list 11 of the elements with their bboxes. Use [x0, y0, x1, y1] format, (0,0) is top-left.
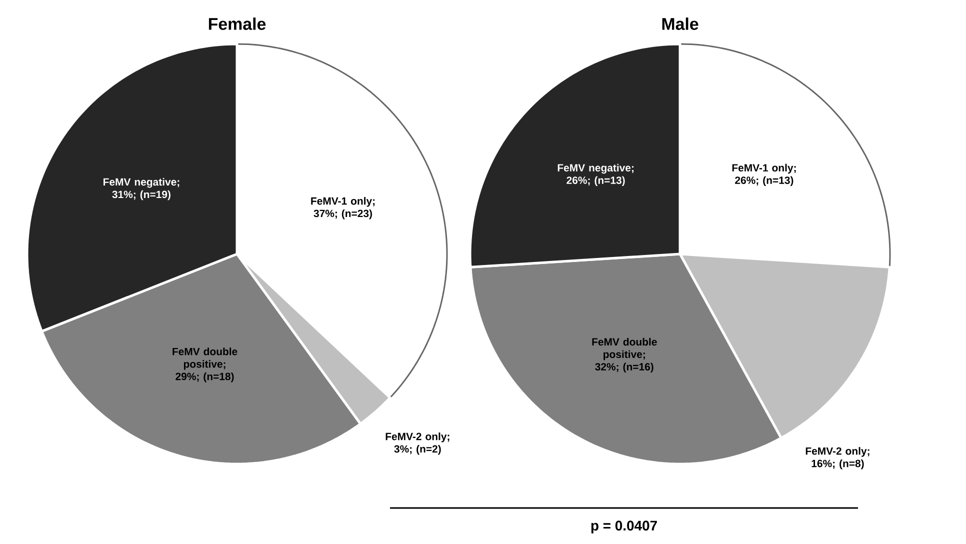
slice-label: FeMV negative; 26%; (n=13): [558, 164, 634, 186]
slice-label: FeMV-1 only; 37%; (n=23): [311, 197, 375, 220]
text: p = 0.0407: [591, 520, 657, 534]
slice-label: FeMV double positive; 32%; (n=16): [592, 338, 657, 373]
slice-label: FeMV-2 only; 16%; (n=8): [806, 447, 870, 470]
chart-title: Female: [208, 18, 266, 30]
slice-label: FeMV double positive; 29%; (n=18): [172, 348, 238, 382]
chart-title: Male: [662, 18, 698, 30]
slice-label: FeMV-1 only; 26%; (n=13): [732, 164, 796, 186]
slice-label: FeMV negative; 31%; (n=19): [104, 178, 180, 200]
slice-label: FeMV-2 only; 3%; (n=2): [386, 432, 450, 455]
